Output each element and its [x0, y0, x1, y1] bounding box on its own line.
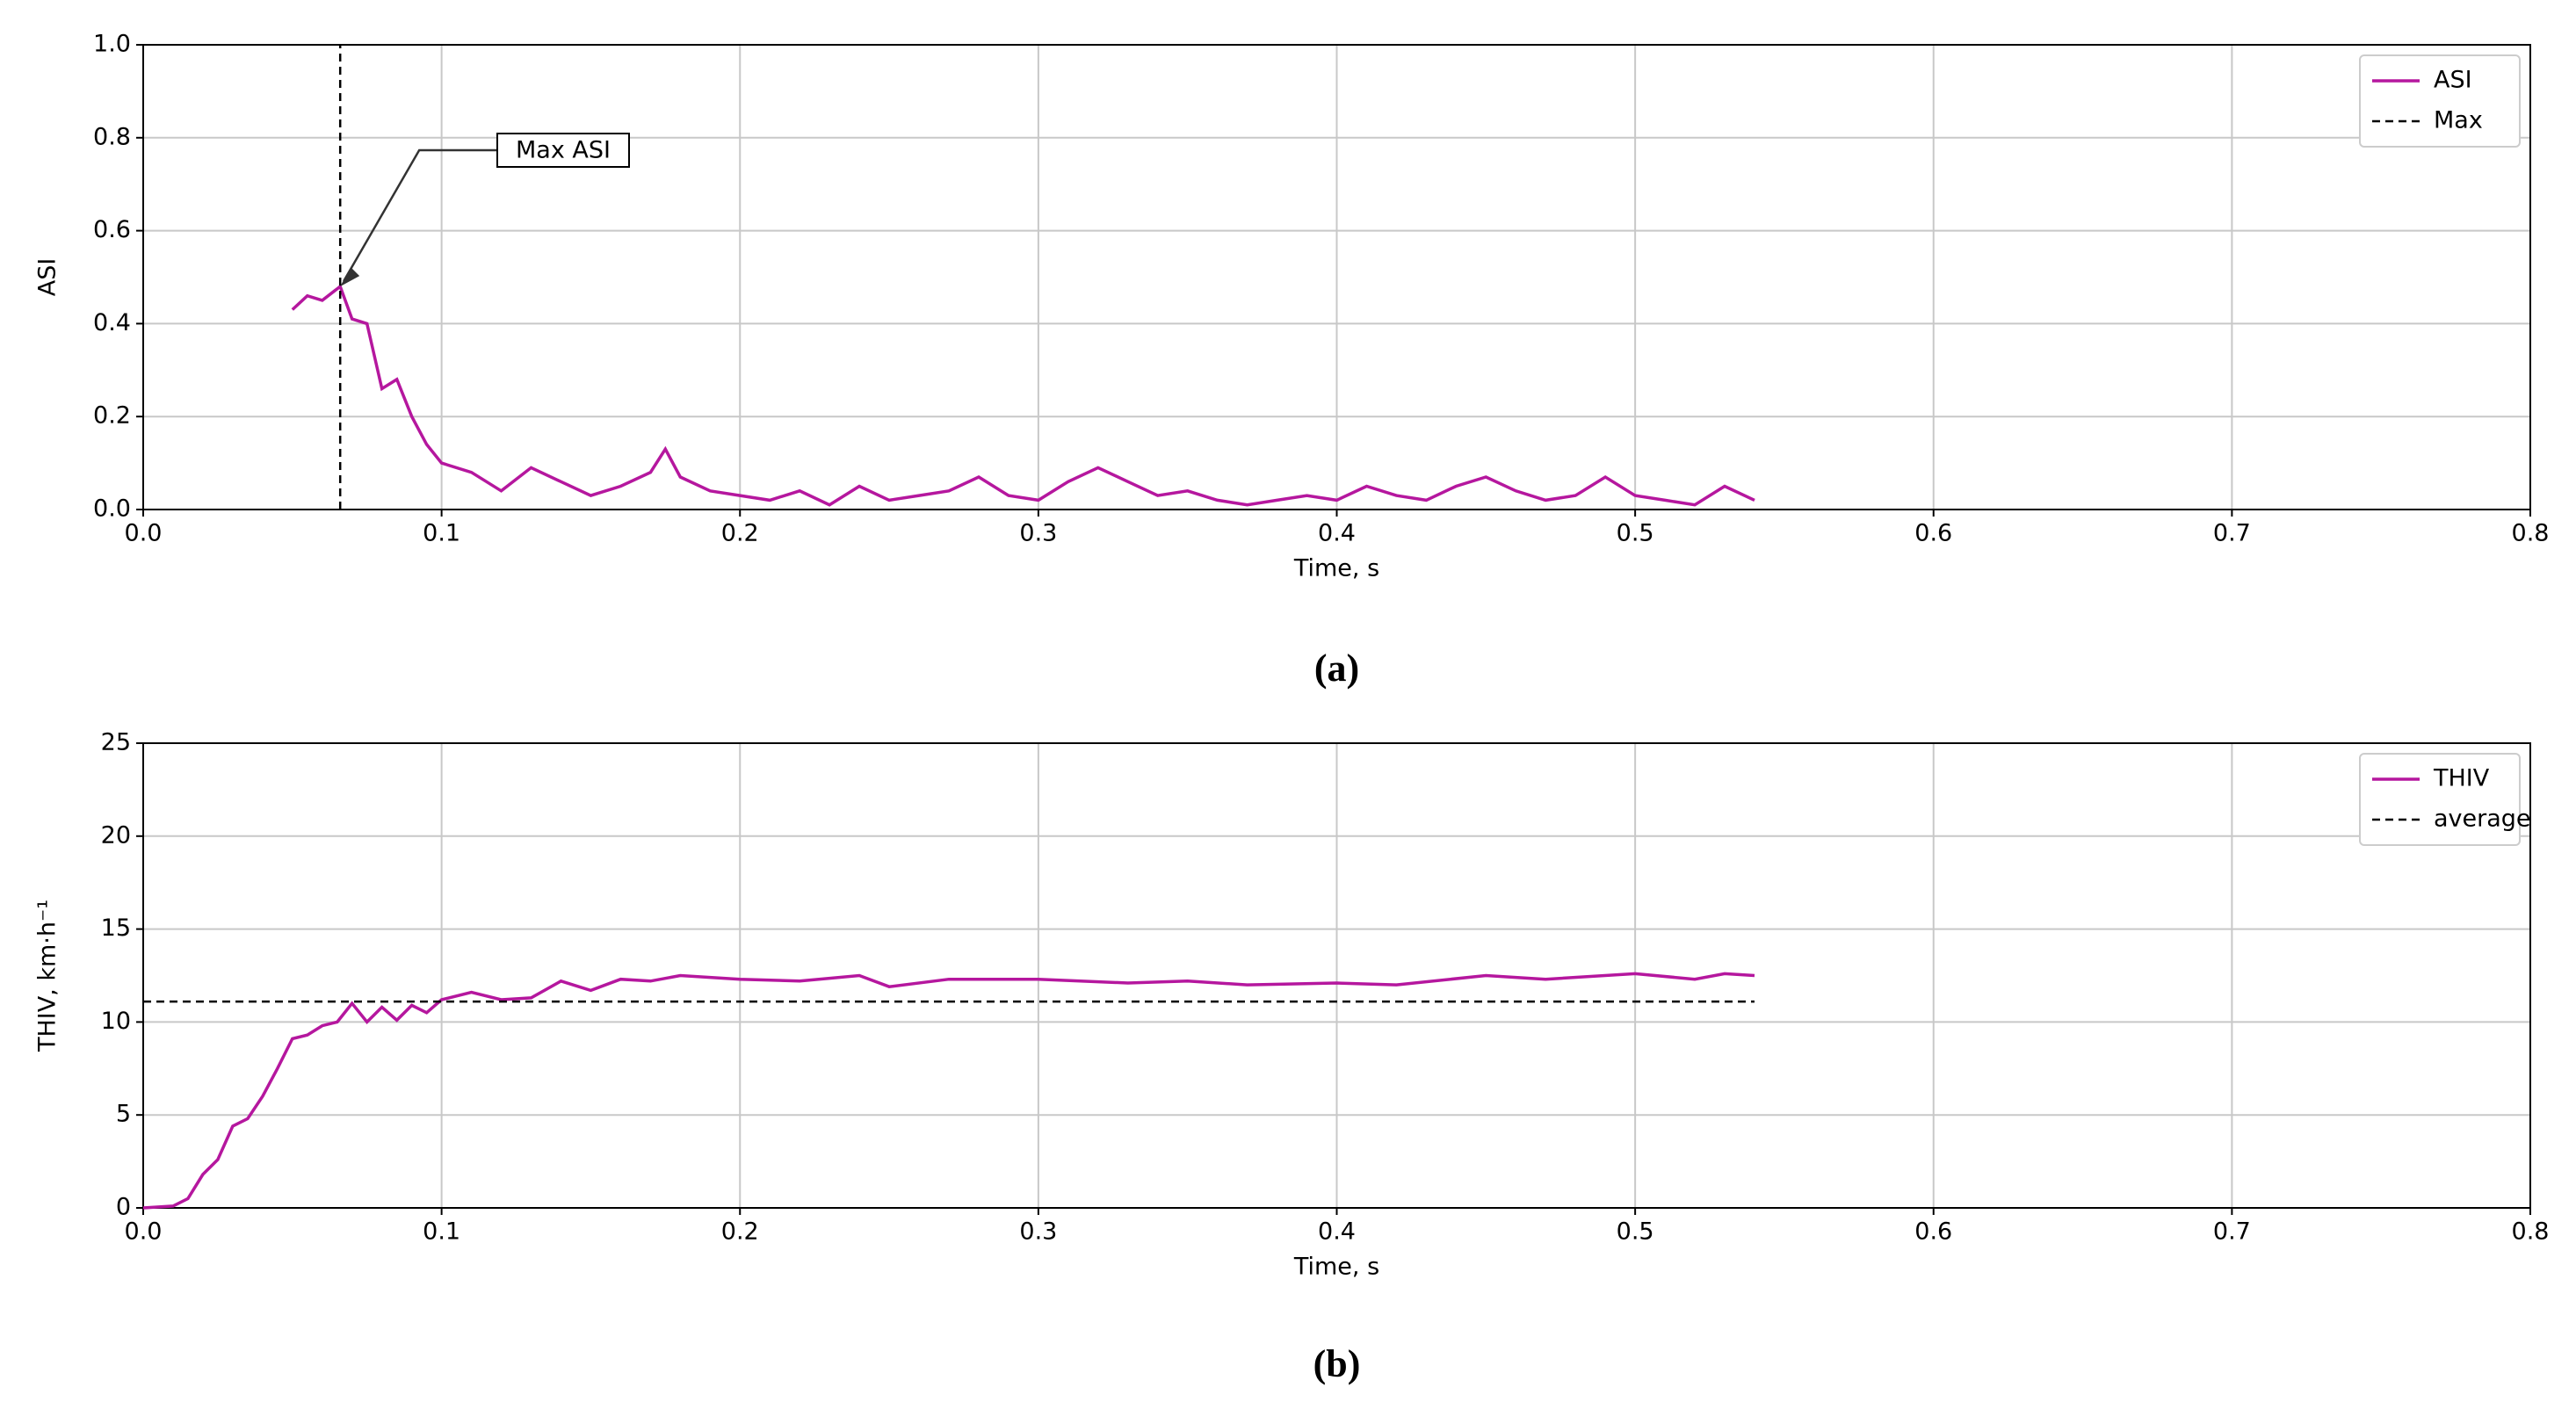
x-tick-label: 0.4 [1318, 520, 1356, 547]
x-tick-label: 0.6 [1914, 1218, 1952, 1246]
arrow-head [340, 267, 360, 287]
y-tick-label: 1.0 [93, 31, 131, 58]
annotation-arrow [343, 148, 497, 282]
plot-frame [142, 44, 2531, 510]
x-tick-label: 0.2 [721, 1218, 759, 1246]
y-tick-label: 0 [116, 1194, 131, 1221]
y-tick-label: 10 [101, 1008, 131, 1035]
y-tick-label: 5 [116, 1101, 131, 1128]
line-series [291, 284, 1755, 507]
plot-frame [142, 742, 2531, 1209]
legend-box [2359, 753, 2521, 846]
legend-label: average [2434, 806, 2531, 833]
x-tick-label: 0.7 [2213, 1218, 2251, 1246]
legend-label: Max [2434, 107, 2483, 134]
x-tick-label: 0.5 [1617, 520, 1654, 547]
y-tick-label: 0.0 [93, 495, 131, 523]
line-series [142, 972, 1755, 1210]
x-tick-label: 0.1 [423, 520, 460, 547]
x-tick-label: 0.4 [1318, 1218, 1356, 1246]
annotation-box [496, 133, 630, 168]
x-tick-label: 0.3 [1019, 1218, 1057, 1246]
x-tick-label: 0.0 [125, 1218, 163, 1246]
x-tick-label: 0.5 [1617, 1218, 1654, 1246]
x-axis-label: Time, s [1293, 1254, 1379, 1281]
x-tick-label: 0.8 [2512, 520, 2550, 547]
caption: (a) [1314, 647, 1359, 690]
y-tick-label: 0.8 [93, 123, 131, 150]
x-tick-label: 0.6 [1914, 520, 1952, 547]
y-tick-label: 25 [101, 729, 131, 756]
annotation-text: Max ASI [516, 137, 611, 164]
y-tick-label: 20 [101, 821, 131, 849]
x-tick-label: 0.2 [721, 520, 759, 547]
x-tick-label: 0.3 [1019, 520, 1057, 547]
legend-label: ASI [2434, 67, 2472, 94]
y-tick-label: 15 [101, 914, 131, 942]
caption: (b) [1313, 1342, 1361, 1385]
x-tick-label: 0.1 [423, 1218, 460, 1246]
y-tick-label: 0.4 [93, 309, 131, 336]
x-tick-label: 0.7 [2213, 520, 2251, 547]
x-axis-label: Time, s [1293, 555, 1379, 582]
legend-label: THIV [2433, 765, 2490, 792]
y-tick-label: 0.6 [93, 216, 131, 243]
y-axis-label: THIV, km·h⁻¹ [34, 900, 62, 1052]
y-axis-label: ASI [34, 258, 62, 297]
legend-box [2359, 54, 2521, 148]
y-tick-label: 0.2 [93, 402, 131, 430]
x-tick-label: 0.0 [125, 520, 163, 547]
x-tick-label: 0.8 [2512, 1218, 2550, 1246]
